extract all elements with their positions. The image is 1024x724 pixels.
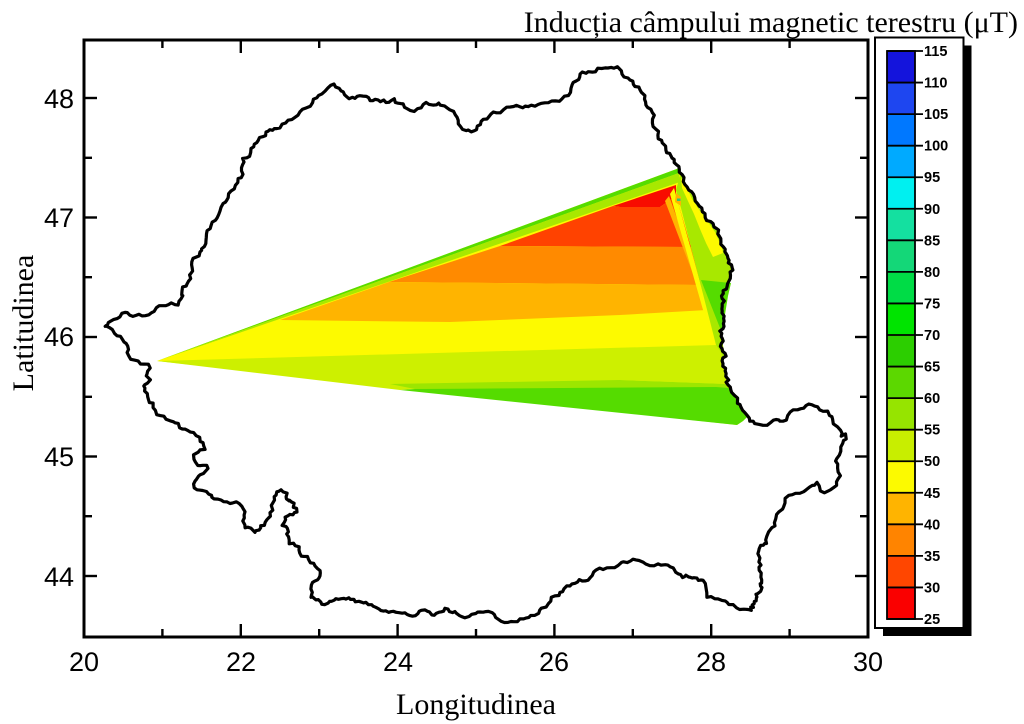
svg-text:35: 35 [924, 549, 940, 565]
svg-text:30: 30 [853, 647, 883, 677]
svg-text:95: 95 [924, 170, 940, 186]
svg-text:45: 45 [44, 442, 74, 472]
svg-text:Longitudinea: Longitudinea [396, 688, 556, 721]
svg-text:Inducția câmpului magnetic ter: Inducția câmpului magnetic terestru (μT) [524, 6, 1018, 39]
svg-text:Latitudinea: Latitudinea [7, 255, 40, 392]
svg-text:50: 50 [924, 454, 940, 470]
svg-text:105: 105 [924, 107, 948, 123]
svg-text:30: 30 [924, 580, 940, 596]
svg-text:110: 110 [924, 76, 947, 92]
svg-text:44: 44 [44, 562, 74, 592]
svg-text:75: 75 [924, 296, 940, 312]
svg-text:80: 80 [924, 265, 940, 281]
svg-text:47: 47 [44, 203, 74, 233]
svg-text:46: 46 [44, 322, 74, 352]
svg-text:48: 48 [44, 84, 74, 114]
svg-text:70: 70 [924, 328, 940, 344]
svg-text:24: 24 [383, 647, 413, 677]
svg-text:100: 100 [924, 139, 948, 155]
svg-text:60: 60 [924, 391, 940, 407]
svg-text:65: 65 [924, 360, 940, 376]
svg-text:115: 115 [924, 44, 947, 60]
svg-text:90: 90 [924, 202, 940, 218]
svg-text:45: 45 [924, 486, 940, 502]
svg-text:25: 25 [924, 612, 940, 628]
svg-text:22: 22 [226, 647, 256, 677]
svg-text:40: 40 [924, 517, 940, 533]
svg-text:28: 28 [696, 647, 726, 677]
svg-text:26: 26 [539, 647, 569, 677]
svg-text:85: 85 [924, 233, 940, 249]
svg-text:20: 20 [69, 647, 99, 677]
svg-text:55: 55 [924, 423, 940, 439]
